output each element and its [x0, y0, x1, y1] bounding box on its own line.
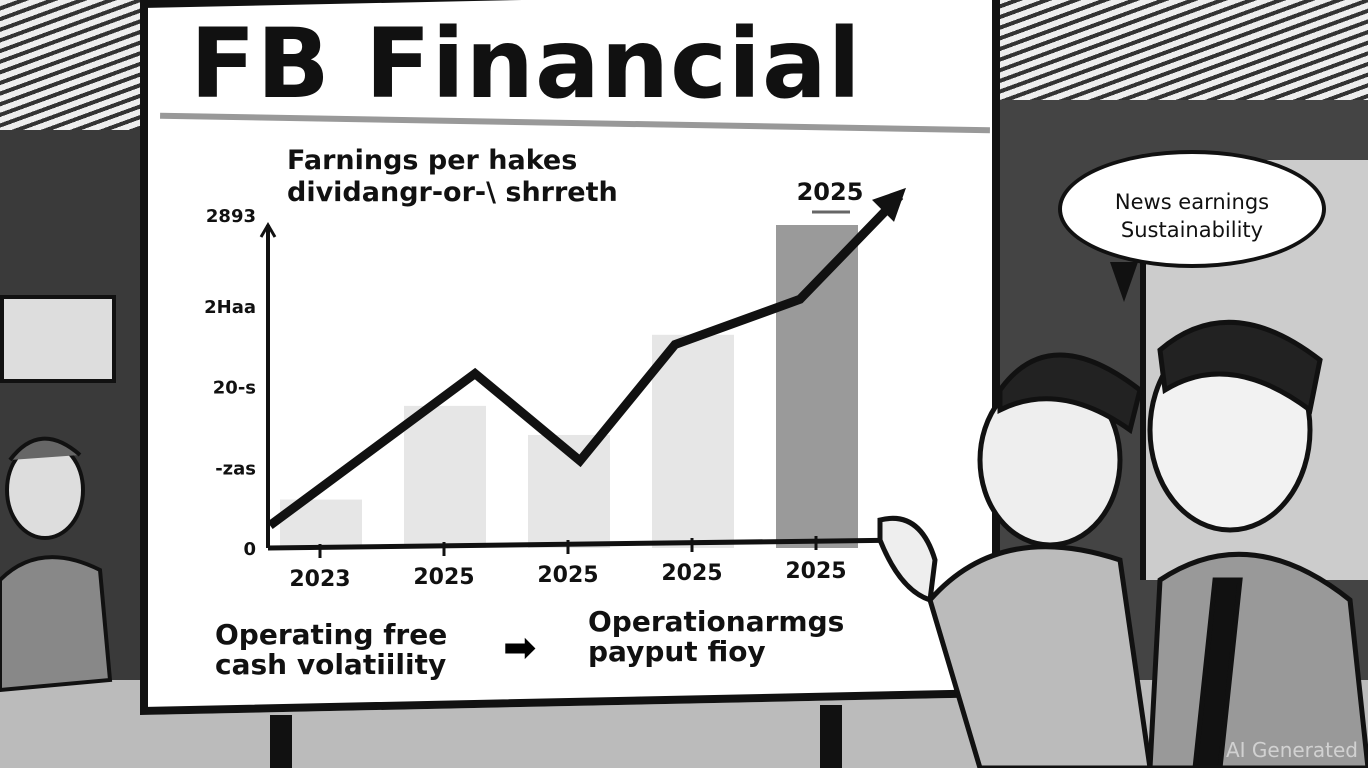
bar [652, 334, 734, 548]
subtitle-line: Farnings per hakes [287, 145, 578, 176]
x-tick-label: 2025 [413, 565, 474, 590]
board-title: FB Financial [190, 8, 862, 120]
y-tick-label: 2Haa [204, 297, 256, 318]
y-axis-arrow-icon [259, 222, 277, 238]
background-monitor [0, 295, 116, 383]
bottom-left-caption: Operating free cash volatiility [215, 620, 447, 680]
y-tick-label: 20-s [213, 378, 256, 399]
board-stand [820, 705, 842, 768]
bottom-right-caption: Operationarmgs payput fioy [588, 607, 844, 667]
speech-bubble-tail [1110, 262, 1138, 302]
caption-line: cash volatiility [215, 648, 447, 681]
x-tick-label: 2025 [661, 561, 722, 586]
caption-line: Operationarmgs [588, 605, 845, 638]
y-tick-label: 2893 [206, 206, 256, 227]
watermark: AI Generated [1225, 738, 1358, 762]
x-tick-label: 2025 [537, 563, 598, 588]
smiling-person [1147, 319, 1368, 768]
caption-line: payput fioy [588, 635, 766, 668]
x-axis [267, 537, 909, 551]
speech-bubble: News earnings Sustainability [1058, 150, 1326, 268]
board-stand [270, 715, 292, 768]
caption-line: Operating free [215, 618, 448, 651]
right-arrow-icon: ➡ [503, 625, 537, 671]
x-tick-label: 2025 [785, 559, 846, 584]
bubble-line: News earnings [1114, 190, 1270, 214]
highlight-label: 2025 [797, 178, 864, 206]
trend-arrow-icon [872, 187, 906, 222]
trend-line [267, 192, 904, 530]
y-tick-label: -zas [215, 458, 256, 479]
x-tick-label: 2023 [289, 567, 350, 592]
y-tick-label: 0 [243, 539, 256, 560]
earnings-chart: 2893 2Haa 20-s -zas 0 2023 2025 2025 2025 2025 202… [204, 178, 909, 592]
left-person [0, 436, 113, 693]
bar [404, 405, 486, 548]
presenter-person [877, 352, 1153, 768]
subtitle-line: dividangr-or-\ shrreth [287, 177, 618, 208]
bubble-line: Sustainability [1120, 218, 1264, 242]
chart-subtitle: Farnings per hakes dividangr-or-\ shrret… [287, 145, 618, 209]
